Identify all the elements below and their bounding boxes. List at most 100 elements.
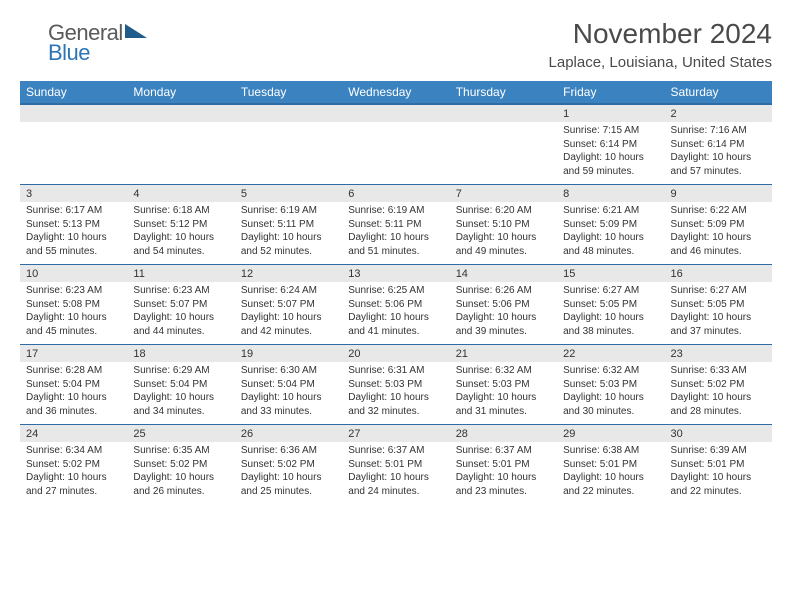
sunset-line: Sunset: 5:12 PM bbox=[133, 218, 228, 232]
day-number-cell: 21 bbox=[450, 345, 557, 363]
sunset-line: Sunset: 5:02 PM bbox=[133, 458, 228, 472]
day-body-cell: Sunrise: 6:20 AMSunset: 5:10 PMDaylight:… bbox=[450, 202, 557, 265]
sunset-line: Sunset: 5:03 PM bbox=[348, 378, 443, 392]
daylight-line: Daylight: 10 hours bbox=[26, 391, 121, 405]
calendar-body: 12 Sunrise: 7:15 AMSunset: 6:14 PMDaylig… bbox=[20, 104, 772, 504]
daylight-line: and 34 minutes. bbox=[133, 405, 228, 419]
sunrise-line: Sunrise: 6:38 AM bbox=[563, 444, 658, 458]
sunrise-line: Sunrise: 6:39 AM bbox=[671, 444, 766, 458]
sunrise-line: Sunrise: 6:19 AM bbox=[241, 204, 336, 218]
day-body-cell: Sunrise: 6:37 AMSunset: 5:01 PMDaylight:… bbox=[342, 442, 449, 504]
sunset-line: Sunset: 5:06 PM bbox=[456, 298, 551, 312]
day-number-cell: 22 bbox=[557, 345, 664, 363]
day-number-cell: 6 bbox=[342, 185, 449, 203]
sunset-line: Sunset: 5:06 PM bbox=[348, 298, 443, 312]
day-number-cell: 25 bbox=[127, 425, 234, 443]
daylight-line: and 45 minutes. bbox=[26, 325, 121, 339]
daylight-line: Daylight: 10 hours bbox=[456, 391, 551, 405]
day-number-cell: 3 bbox=[20, 185, 127, 203]
week-daynum-row: 24252627282930 bbox=[20, 425, 772, 443]
sunrise-line: Sunrise: 6:32 AM bbox=[456, 364, 551, 378]
day-body-cell bbox=[235, 122, 342, 185]
daylight-line: and 24 minutes. bbox=[348, 485, 443, 499]
location: Laplace, Louisiana, United States bbox=[549, 54, 772, 71]
day-body-cell: Sunrise: 6:35 AMSunset: 5:02 PMDaylight:… bbox=[127, 442, 234, 504]
daylight-line: and 27 minutes. bbox=[26, 485, 121, 499]
week-body-row: Sunrise: 6:23 AMSunset: 5:08 PMDaylight:… bbox=[20, 282, 772, 345]
day-body-cell: Sunrise: 6:32 AMSunset: 5:03 PMDaylight:… bbox=[557, 362, 664, 425]
weekday-header: Thursday bbox=[450, 81, 557, 104]
day-body-cell: Sunrise: 6:21 AMSunset: 5:09 PMDaylight:… bbox=[557, 202, 664, 265]
daylight-line: Daylight: 10 hours bbox=[348, 311, 443, 325]
day-number-cell bbox=[20, 104, 127, 122]
sunrise-line: Sunrise: 6:37 AM bbox=[456, 444, 551, 458]
week-body-row: Sunrise: 6:28 AMSunset: 5:04 PMDaylight:… bbox=[20, 362, 772, 425]
day-number-cell bbox=[450, 104, 557, 122]
sunset-line: Sunset: 5:03 PM bbox=[563, 378, 658, 392]
day-body-cell bbox=[450, 122, 557, 185]
sunset-line: Sunset: 5:05 PM bbox=[671, 298, 766, 312]
daylight-line: and 52 minutes. bbox=[241, 245, 336, 259]
day-body-cell: Sunrise: 7:15 AMSunset: 6:14 PMDaylight:… bbox=[557, 122, 664, 185]
day-body-cell: Sunrise: 6:34 AMSunset: 5:02 PMDaylight:… bbox=[20, 442, 127, 504]
daylight-line: and 32 minutes. bbox=[348, 405, 443, 419]
sunrise-line: Sunrise: 6:36 AM bbox=[241, 444, 336, 458]
day-body-cell: Sunrise: 6:24 AMSunset: 5:07 PMDaylight:… bbox=[235, 282, 342, 345]
week-daynum-row: 12 bbox=[20, 104, 772, 122]
daylight-line: and 22 minutes. bbox=[671, 485, 766, 499]
sunset-line: Sunset: 5:05 PM bbox=[563, 298, 658, 312]
daylight-line: and 30 minutes. bbox=[563, 405, 658, 419]
sunset-line: Sunset: 5:07 PM bbox=[241, 298, 336, 312]
sunset-line: Sunset: 5:01 PM bbox=[671, 458, 766, 472]
day-number-cell: 24 bbox=[20, 425, 127, 443]
day-body-cell: Sunrise: 6:19 AMSunset: 5:11 PMDaylight:… bbox=[235, 202, 342, 265]
title-block: November 2024 Laplace, Louisiana, United… bbox=[549, 18, 772, 71]
day-body-cell: Sunrise: 6:26 AMSunset: 5:06 PMDaylight:… bbox=[450, 282, 557, 345]
daylight-line: Daylight: 10 hours bbox=[671, 151, 766, 165]
weekday-header-row: Sunday Monday Tuesday Wednesday Thursday… bbox=[20, 81, 772, 104]
daylight-line: and 59 minutes. bbox=[563, 165, 658, 179]
daylight-line: and 39 minutes. bbox=[456, 325, 551, 339]
daylight-line: Daylight: 10 hours bbox=[26, 471, 121, 485]
day-body-cell: Sunrise: 6:18 AMSunset: 5:12 PMDaylight:… bbox=[127, 202, 234, 265]
sunrise-line: Sunrise: 6:32 AM bbox=[563, 364, 658, 378]
weekday-header: Saturday bbox=[665, 81, 772, 104]
daylight-line: Daylight: 10 hours bbox=[563, 231, 658, 245]
day-body-cell: Sunrise: 6:38 AMSunset: 5:01 PMDaylight:… bbox=[557, 442, 664, 504]
day-number-cell bbox=[342, 104, 449, 122]
sunrise-line: Sunrise: 6:26 AM bbox=[456, 284, 551, 298]
daylight-line: and 44 minutes. bbox=[133, 325, 228, 339]
sunrise-line: Sunrise: 6:29 AM bbox=[133, 364, 228, 378]
daylight-line: and 23 minutes. bbox=[456, 485, 551, 499]
daylight-line: Daylight: 10 hours bbox=[241, 471, 336, 485]
day-number-cell: 9 bbox=[665, 185, 772, 203]
week-body-row: Sunrise: 7:15 AMSunset: 6:14 PMDaylight:… bbox=[20, 122, 772, 185]
daylight-line: and 49 minutes. bbox=[456, 245, 551, 259]
week-daynum-row: 3456789 bbox=[20, 185, 772, 203]
week-body-row: Sunrise: 6:34 AMSunset: 5:02 PMDaylight:… bbox=[20, 442, 772, 504]
sunset-line: Sunset: 5:04 PM bbox=[133, 378, 228, 392]
sunset-line: Sunset: 5:09 PM bbox=[563, 218, 658, 232]
week-body-row: Sunrise: 6:17 AMSunset: 5:13 PMDaylight:… bbox=[20, 202, 772, 265]
daylight-line: Daylight: 10 hours bbox=[456, 231, 551, 245]
logo: General Blue bbox=[20, 18, 119, 66]
daylight-line: Daylight: 10 hours bbox=[348, 471, 443, 485]
sunset-line: Sunset: 5:11 PM bbox=[241, 218, 336, 232]
sunrise-line: Sunrise: 6:23 AM bbox=[133, 284, 228, 298]
sunrise-line: Sunrise: 6:23 AM bbox=[26, 284, 121, 298]
daylight-line: Daylight: 10 hours bbox=[563, 471, 658, 485]
sunrise-line: Sunrise: 7:15 AM bbox=[563, 124, 658, 138]
day-number-cell: 8 bbox=[557, 185, 664, 203]
day-body-cell: Sunrise: 7:16 AMSunset: 6:14 PMDaylight:… bbox=[665, 122, 772, 185]
daylight-line: Daylight: 10 hours bbox=[671, 391, 766, 405]
weekday-header: Tuesday bbox=[235, 81, 342, 104]
day-body-cell: Sunrise: 6:29 AMSunset: 5:04 PMDaylight:… bbox=[127, 362, 234, 425]
day-body-cell bbox=[342, 122, 449, 185]
sunrise-line: Sunrise: 6:17 AM bbox=[26, 204, 121, 218]
day-number-cell: 29 bbox=[557, 425, 664, 443]
day-number-cell: 1 bbox=[557, 104, 664, 122]
daylight-line: Daylight: 10 hours bbox=[241, 391, 336, 405]
day-number-cell: 30 bbox=[665, 425, 772, 443]
day-body-cell: Sunrise: 6:23 AMSunset: 5:08 PMDaylight:… bbox=[20, 282, 127, 345]
daylight-line: and 57 minutes. bbox=[671, 165, 766, 179]
